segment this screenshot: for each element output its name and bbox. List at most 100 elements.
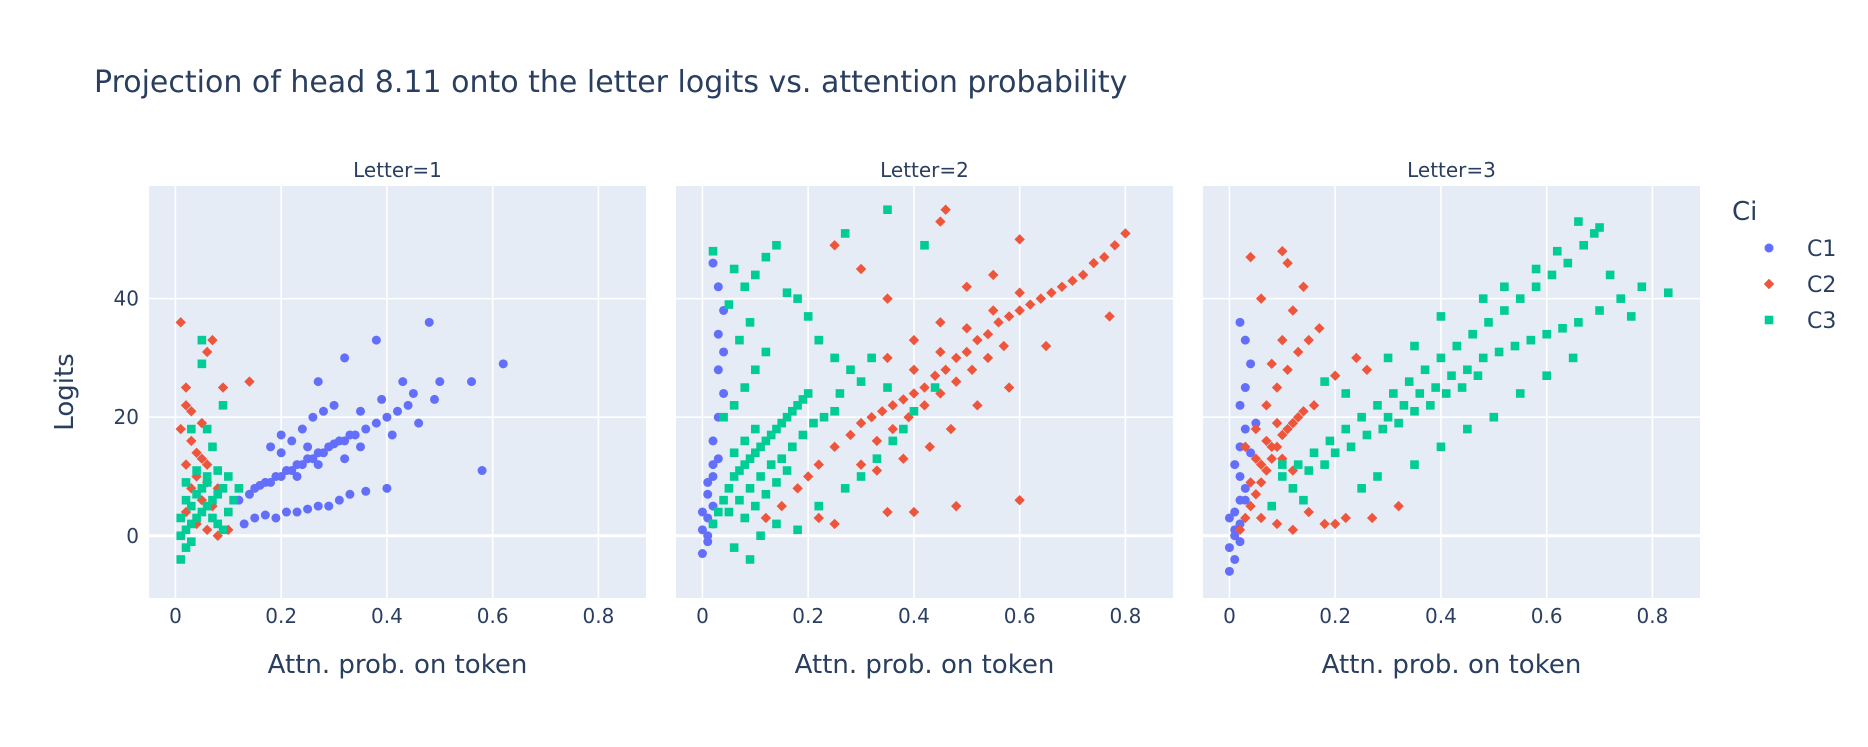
data-point: [303, 504, 313, 514]
data-point: [180, 400, 192, 411]
data-point: [175, 423, 186, 435]
data-point: [772, 478, 781, 487]
data-point: [1436, 353, 1446, 363]
data-point: [703, 489, 713, 499]
data-point: [1341, 389, 1351, 398]
data-point: [951, 376, 962, 387]
data-point: [1303, 334, 1314, 346]
data-point: [713, 329, 723, 339]
data-point: [1240, 441, 1251, 453]
y-tick-label: 20: [114, 405, 139, 429]
data-point: [1304, 466, 1314, 475]
data-point: [324, 501, 334, 511]
data-point: [303, 442, 313, 452]
data-point: [1478, 353, 1488, 363]
data-point: [729, 448, 739, 458]
y-axis-title: Logits: [50, 353, 80, 430]
data-point: [1250, 453, 1262, 464]
data-point: [751, 448, 760, 458]
data-point: [1255, 459, 1267, 470]
data-point: [1452, 341, 1462, 351]
data-point: [350, 430, 360, 440]
data-point: [745, 454, 755, 463]
data-point: [186, 424, 196, 434]
data-point: [361, 424, 371, 434]
data-point: [814, 501, 824, 511]
data-point: [1542, 371, 1551, 380]
data-point: [382, 412, 392, 422]
data-point: [761, 489, 771, 499]
data-point: [772, 519, 781, 529]
data-point: [1568, 353, 1578, 363]
data-point: [202, 501, 212, 511]
data-point: [223, 524, 234, 536]
data-point: [1224, 566, 1234, 576]
data-point: [408, 388, 418, 398]
data-point: [1589, 229, 1599, 238]
data-point: [340, 353, 350, 363]
x-tick-label: 0: [169, 604, 182, 628]
data-point: [292, 471, 302, 481]
panel-label: Letter=2: [880, 158, 969, 182]
data-point: [1261, 435, 1272, 447]
data-point: [1277, 246, 1288, 257]
data-point: [1308, 400, 1320, 411]
data-point: [498, 359, 508, 369]
data-point: [1500, 282, 1509, 292]
data-point: [1235, 442, 1245, 452]
data-point: [1299, 495, 1308, 505]
data-point: [871, 465, 883, 476]
legend-title: Ci: [1732, 197, 1757, 227]
data-point: [888, 436, 898, 446]
data-point: [1558, 323, 1567, 333]
data-point: [1309, 448, 1319, 458]
data-point: [740, 513, 750, 523]
data-point: [276, 448, 286, 458]
data-point: [1341, 424, 1351, 434]
data-point: [961, 323, 972, 334]
data-point: [1014, 234, 1025, 245]
data-point: [703, 531, 713, 541]
data-point: [1056, 281, 1068, 292]
data-point: [1399, 401, 1409, 410]
data-point: [1246, 359, 1256, 369]
data-point: [887, 400, 898, 411]
data-point: [197, 484, 207, 493]
data-point: [1357, 484, 1366, 493]
data-point: [814, 335, 824, 345]
data-point: [218, 525, 228, 535]
data-point: [993, 317, 1004, 328]
data-point: [1366, 512, 1378, 524]
x-tick-label: 0.6: [1004, 604, 1036, 628]
data-point: [1245, 477, 1256, 488]
data-point: [945, 423, 957, 435]
data-point: [1552, 246, 1562, 256]
data-point: [176, 513, 186, 523]
legend-label-C1: C1: [1807, 237, 1836, 262]
data-point: [1224, 513, 1234, 523]
data-point: [929, 370, 941, 381]
data-point: [1277, 334, 1288, 346]
series-C1: [1224, 317, 1261, 576]
data-point: [213, 489, 223, 499]
data-point: [1277, 429, 1288, 441]
data-point: [1240, 512, 1251, 524]
data-point: [430, 394, 440, 404]
data-point: [266, 442, 276, 452]
data-point: [1240, 483, 1250, 493]
data-point: [371, 418, 381, 428]
data-point: [829, 441, 840, 453]
data-point: [1478, 294, 1488, 303]
data-point: [1605, 270, 1615, 280]
data-point: [1282, 257, 1293, 269]
data-point: [250, 513, 260, 523]
data-point: [192, 466, 201, 475]
data-point: [1003, 382, 1015, 393]
data-point: [708, 258, 718, 268]
data-point: [855, 459, 867, 470]
legend: Ci C1 C2 C3: [1732, 197, 1836, 334]
data-point: [935, 216, 946, 227]
data-point: [1287, 417, 1299, 429]
data-point: [1014, 494, 1025, 506]
